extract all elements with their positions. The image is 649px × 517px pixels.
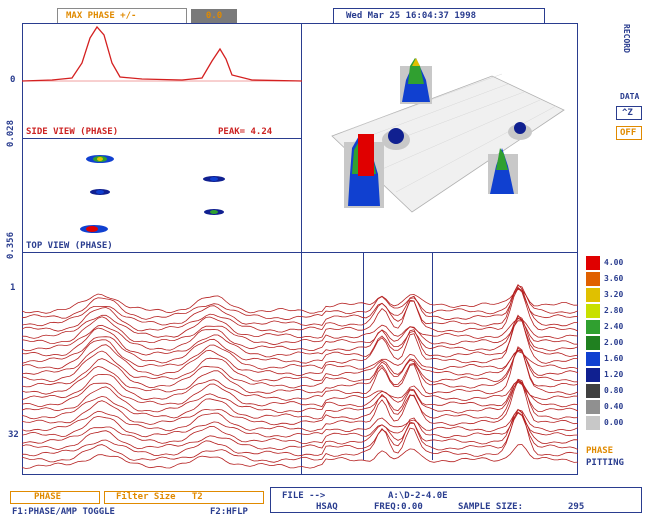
scale-label: 2.00 xyxy=(604,338,624,347)
strip-trace xyxy=(22,346,578,401)
side-view-plot xyxy=(22,25,302,82)
strip-trace xyxy=(22,314,578,370)
strip-trace xyxy=(22,408,578,451)
scale-label: 1.60 xyxy=(604,354,624,363)
side-view-title: SIDE VIEW (PHASE) xyxy=(26,127,119,137)
record-label: RECORD xyxy=(622,24,631,53)
strip-trace xyxy=(22,412,578,457)
scale-label: 2.40 xyxy=(604,322,624,331)
strip-trace xyxy=(22,317,578,364)
datetime: Wed Mar 25 16:04:37 1998 xyxy=(346,11,477,21)
scale-label: 0.80 xyxy=(604,386,624,395)
strip-trace xyxy=(22,288,578,314)
scale-swatch xyxy=(586,352,600,366)
file-label: FILE --> xyxy=(282,491,326,501)
top-view-title: TOP VIEW (PHASE) xyxy=(26,241,113,251)
sample-label: SAMPLE SIZE: xyxy=(458,502,524,512)
scale-swatch xyxy=(586,320,600,334)
freq-label: FREQ:0.00 xyxy=(374,502,423,512)
side-view-y-top: 0 xyxy=(10,75,16,85)
strip-chart xyxy=(22,284,578,469)
strip-trace xyxy=(22,409,578,438)
scale-swatch xyxy=(586,400,600,414)
btn-z[interactable] xyxy=(616,106,642,120)
btn-off-label: OFF xyxy=(620,128,637,138)
strip-trace xyxy=(22,349,578,389)
peak-right-green xyxy=(488,148,518,194)
strip-trace xyxy=(22,285,578,321)
max-phase-label: MAX PHASE +/- xyxy=(66,11,137,21)
scale-label: 4.00 xyxy=(604,258,624,267)
strip-trace xyxy=(22,444,578,469)
strip-trace xyxy=(22,381,578,420)
scale-label: 0.40 xyxy=(604,402,624,411)
peak-large-red xyxy=(344,134,384,208)
blob-1 xyxy=(86,155,114,163)
strip-trace xyxy=(22,347,578,395)
strip-y-bottom: 32 xyxy=(8,430,19,440)
mode-button-label: PHASE xyxy=(34,492,62,502)
strip-trace xyxy=(22,411,578,445)
strip-trace xyxy=(22,380,578,408)
strip-trace xyxy=(22,344,578,377)
blob-2 xyxy=(90,189,110,195)
strip-trace xyxy=(22,284,578,333)
blob-3 xyxy=(203,176,225,182)
scale-sub: PITTING xyxy=(586,458,624,468)
peak-top-yellow xyxy=(400,58,432,104)
peak-small-1 xyxy=(382,128,410,150)
scale-label: 3.20 xyxy=(604,290,624,299)
scale-swatch xyxy=(586,272,600,286)
strip-y-top: 1 xyxy=(10,283,16,293)
strip-marker-2 xyxy=(432,252,433,460)
filter-label: Filter Size T2 xyxy=(116,492,203,502)
scale-label: 0.00 xyxy=(604,418,624,427)
blob-5 xyxy=(80,225,108,233)
file-box xyxy=(270,487,642,513)
hsaq-label: HSAQ xyxy=(316,502,338,512)
strip-trace xyxy=(22,316,578,346)
main-frame xyxy=(22,23,578,475)
scale-swatch xyxy=(586,288,600,302)
max-phase-value[interactable]: 0.0 xyxy=(191,9,237,23)
scale-swatch xyxy=(586,256,600,270)
scale-label: 2.80 xyxy=(604,306,624,315)
scale-swatch xyxy=(586,304,600,318)
filter-box[interactable] xyxy=(104,491,264,504)
top-view-y-axis: 0.356 xyxy=(6,232,16,260)
blob-4 xyxy=(204,209,224,215)
strip-trace xyxy=(22,379,578,432)
scale-label: 1.20 xyxy=(604,370,624,379)
side-view-divider xyxy=(22,138,302,139)
top-view-plot xyxy=(80,155,225,233)
strip-trace xyxy=(22,409,578,463)
file-value: A:\D-2-4.0E xyxy=(388,491,448,501)
strip-trace xyxy=(22,379,578,413)
strip-trace xyxy=(22,286,578,327)
side-view-peak: PEAK= 4.24 xyxy=(218,127,273,137)
mode-button[interactable] xyxy=(10,491,100,504)
top-view-divider xyxy=(22,252,578,253)
scale-swatch xyxy=(586,368,600,382)
scale-swatch xyxy=(586,384,600,398)
strip-trace xyxy=(22,349,578,382)
strip-trace xyxy=(22,320,578,352)
f1-hint: F1:PHASE/AMP TOGGLE xyxy=(12,507,115,517)
btn-z-label: ^Z xyxy=(622,108,633,118)
scale-mode: PHASE xyxy=(586,446,614,456)
side-view-y-axis: 0.028 xyxy=(6,120,16,148)
strip-trace xyxy=(22,378,578,426)
sample-value: 295 xyxy=(568,502,585,512)
strip-trace xyxy=(22,315,578,358)
scale-swatch xyxy=(586,416,600,430)
scale-swatch xyxy=(586,336,600,350)
panel-divider xyxy=(301,23,302,475)
scale-label: 3.60 xyxy=(604,274,624,283)
3d-view-plot xyxy=(331,58,565,213)
btn-off[interactable] xyxy=(616,126,642,140)
data-label: DATA xyxy=(620,92,640,101)
strip-trace xyxy=(22,287,578,339)
f2-hint: F2:HFLP xyxy=(210,507,248,517)
peak-small-2 xyxy=(508,122,532,140)
